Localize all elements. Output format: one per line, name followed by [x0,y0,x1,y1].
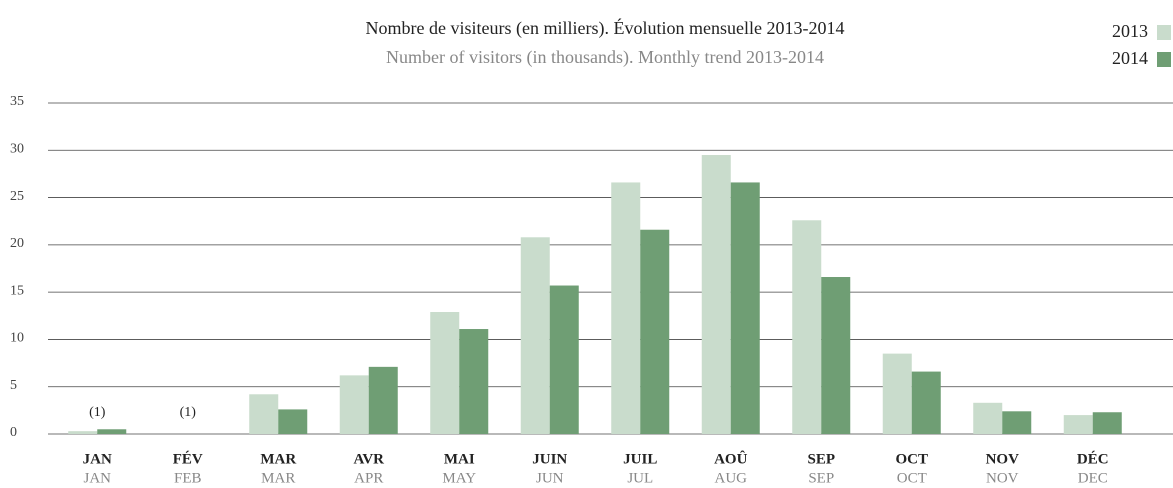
y-tick-label: 15 [10,283,24,298]
bar [792,220,822,434]
y-tick-label: 25 [10,189,24,204]
legend-swatch [1157,25,1171,40]
bar [520,237,550,434]
y-tick-label: 0 [10,425,17,440]
bar [1092,412,1122,434]
bar [730,182,760,434]
y-tick-label: 30 [10,142,24,157]
x-tick-label-en: JUN [536,470,564,486]
bar [911,371,941,434]
bar [278,409,308,434]
bar [430,312,460,434]
y-tick-label: 35 [10,94,24,109]
x-tick-label: JUIN [532,451,567,467]
bar [1063,415,1093,434]
x-tick-label: MAI [444,451,475,467]
bar [68,431,98,434]
legend-label: 2014 [1112,48,1148,68]
annotation: (1) [180,405,197,420]
bar [882,353,912,434]
x-tick-label-en: JAN [83,470,111,486]
x-tick-label: DÉC [1077,450,1109,467]
x-tick-label-en: DEC [1078,470,1108,486]
bar [973,402,1003,434]
x-tick-label-en: SEP [808,470,834,486]
bar [821,277,851,434]
x-tick-label: NOV [986,451,1020,467]
bar [339,375,369,434]
x-tick-label: JUIL [623,451,657,467]
y-tick-label: 20 [10,236,24,251]
x-tick-label-en: MAY [442,470,476,486]
bar [640,229,670,434]
y-tick-label: 10 [10,331,24,346]
x-tick-label-en: APR [354,470,383,486]
bar [701,155,731,434]
x-tick-label-en: FEB [174,470,202,486]
bar [1002,411,1032,434]
x-tick-label-en: JUL [627,470,653,486]
bar [97,429,127,434]
x-tick-label: OCT [895,451,928,467]
x-tick-label: AOÛ [714,450,748,467]
x-tick-label-en: AUG [715,470,748,486]
x-tick-label-en: OCT [897,470,927,486]
legend-label: 2013 [1112,21,1148,41]
annotation: (1) [89,405,106,420]
bar [549,285,579,434]
bar [368,366,398,434]
x-tick-label: MAR [260,451,296,467]
x-tick-label: AVR [353,451,384,467]
chart-subtitle: Number of visitors (in thousands). Month… [386,47,824,68]
x-tick-label-en: NOV [986,470,1019,486]
chart-title: Nombre de visiteurs (en milliers). Évolu… [366,17,845,39]
bar [249,394,279,434]
bar [459,329,489,434]
bar [611,182,641,434]
x-tick-label: JAN [83,451,112,467]
legend-swatch [1157,52,1171,67]
x-tick-label: FÉV [173,450,203,467]
y-tick-label: 5 [10,378,17,393]
x-tick-label: SEP [807,451,835,467]
x-tick-label-en: MAR [261,470,295,486]
